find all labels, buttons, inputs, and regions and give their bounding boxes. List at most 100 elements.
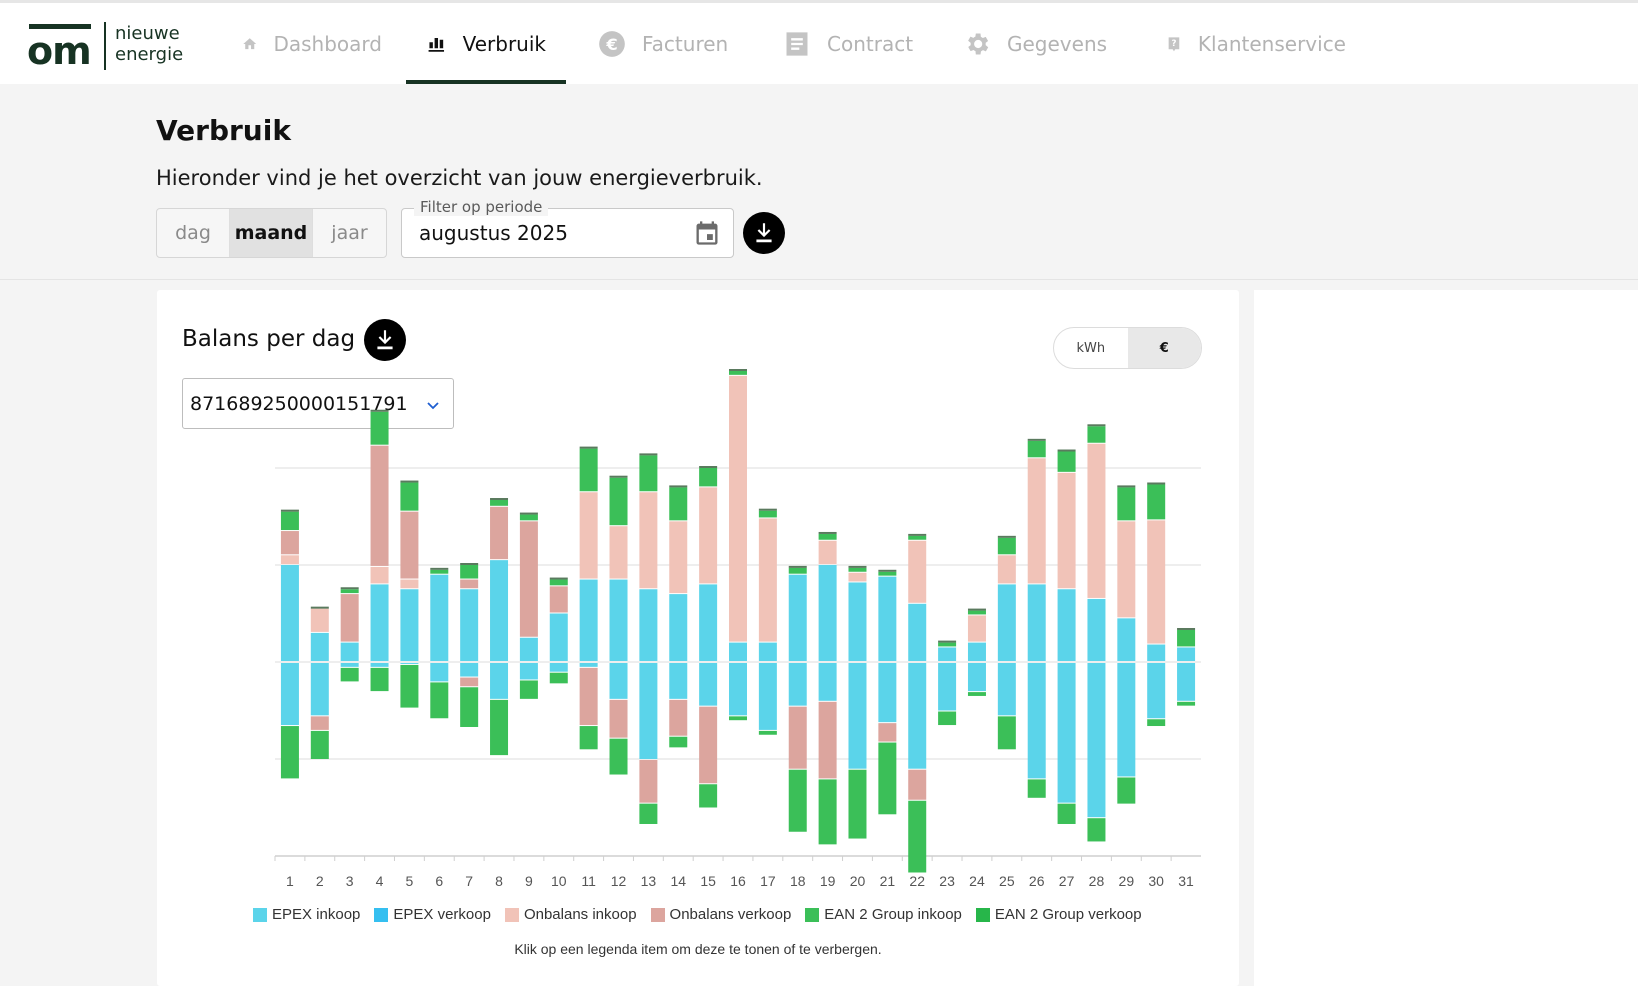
logo-divider — [104, 22, 106, 70]
download-icon — [377, 330, 393, 350]
legend-label: EAN 2 Group verkoop — [994, 906, 1142, 923]
calendar-icon[interactable] — [693, 219, 721, 247]
bar-segment — [1147, 644, 1166, 661]
bar-segment — [1177, 701, 1196, 706]
bar-segment — [878, 742, 897, 815]
bar-segment — [1027, 458, 1046, 584]
bar-segment — [1057, 663, 1076, 803]
granularity-jaar[interactable]: jaar — [331, 222, 368, 244]
bar-segment — [908, 603, 927, 661]
bar-top-marker — [400, 480, 419, 483]
bar-top-marker — [669, 485, 688, 488]
page-title: Verbruik — [156, 114, 291, 147]
legend-swatch — [253, 907, 267, 922]
unit-euro[interactable]: € — [1127, 328, 1201, 368]
bar-segment — [310, 663, 329, 716]
bar-segment — [1057, 589, 1076, 661]
nav-verbruik[interactable]: Verbruik — [406, 3, 566, 84]
side-panel — [1254, 290, 1638, 986]
x-tick-label: 27 — [1059, 873, 1075, 889]
balance-chart-svg: 1 2 3 4 5 6 7 8 9 10 11 12 13 14 15 16 17 18 19 20 21 22 23 24 2… — [274, 369, 1201, 889]
legend-label: EAN 2 Group inkoop — [824, 906, 962, 923]
bar-segment — [609, 663, 628, 699]
ean-select[interactable]: 871689250000151791 — [182, 378, 454, 429]
bar-segment — [848, 567, 867, 572]
bar-segment — [370, 566, 389, 584]
nav-gegevens[interactable]: Gegevens — [943, 3, 1146, 84]
legend-label: EPEX inkoop — [272, 906, 361, 923]
bar-segment — [1027, 440, 1046, 458]
granularity-dag[interactable]: dag — [157, 209, 230, 257]
period-filter-value[interactable]: augustus 2025 — [419, 221, 568, 245]
bar-segment — [609, 738, 628, 775]
bar-segment — [310, 632, 329, 661]
bar-top-marker — [938, 640, 957, 643]
x-tick-label: 17 — [760, 873, 776, 889]
legend-ean2-verkoop[interactable]: EAN 2 Group verkoop — [975, 906, 1142, 923]
bar-segment — [878, 663, 897, 723]
legend-epex-verkoop[interactable]: EPEX verkoop — [374, 906, 491, 923]
bar-segment — [400, 511, 419, 579]
bar-segment — [908, 540, 927, 603]
bar-segment — [1117, 777, 1136, 804]
bar-segment — [460, 579, 479, 589]
bar-segment — [729, 375, 747, 642]
nav-contract[interactable]: Contract — [763, 3, 943, 84]
x-tick-label: 26 — [1029, 873, 1045, 889]
legend-swatch — [374, 907, 389, 922]
bar-segment — [1147, 663, 1166, 719]
bar-top-marker — [1177, 627, 1196, 630]
nav-contract-label: Contract — [827, 31, 914, 56]
bar-segment — [788, 574, 807, 661]
x-tick-label: 25 — [999, 873, 1015, 889]
bar-segment — [997, 584, 1016, 661]
x-tick-label: 30 — [1148, 873, 1164, 889]
bar-segment — [430, 663, 449, 682]
bar-segment — [609, 699, 628, 738]
bar-segment — [967, 663, 986, 692]
bar-segment — [280, 663, 299, 726]
bar-top-marker — [579, 446, 598, 449]
bar-segment — [908, 800, 927, 873]
bar-segment — [788, 769, 807, 832]
legend-label: EPEX verkoop — [393, 906, 491, 923]
legend-hint: Klik op een legenda item om deze te tone… — [514, 941, 882, 957]
legend-onbalans-inkoop[interactable]: Onbalans inkoop — [504, 906, 637, 923]
bar-segment — [549, 672, 568, 684]
bar-segment — [818, 701, 837, 779]
bar-segment — [818, 565, 837, 661]
bar-chart-icon — [428, 37, 445, 52]
help-icon: ? — [1168, 36, 1180, 51]
legend-swatch — [650, 907, 665, 922]
nav-facturen[interactable]: € Facturen — [578, 3, 763, 84]
bar-segment — [400, 589, 419, 661]
legend-onbalans-verkoop[interactable]: Onbalans verkoop — [650, 906, 791, 923]
bar-top-marker — [848, 565, 867, 568]
nav-klantenservice[interactable]: ? Klantenservice — [1146, 3, 1366, 84]
bar-segment — [729, 642, 747, 661]
bar-segment — [758, 642, 777, 661]
bar-segment — [519, 680, 538, 699]
bar-segment — [997, 555, 1016, 584]
bar-segment — [579, 579, 598, 661]
bar-segment — [997, 716, 1016, 750]
bar-segment — [1147, 484, 1166, 520]
bar-segment — [758, 663, 777, 730]
unit-kwh[interactable]: kWh — [1076, 340, 1106, 356]
granularity-maand[interactable]: maand — [230, 209, 313, 257]
bar-segment — [340, 594, 359, 642]
bar-segment — [490, 500, 509, 506]
bar-top-marker — [1027, 438, 1046, 441]
bar-segment — [579, 492, 598, 579]
period-filter-field[interactable]: Filter op periode augustus 2025 — [401, 198, 734, 258]
bar-segment — [788, 706, 807, 769]
legend-epex-inkoop[interactable]: EPEX inkoop — [253, 906, 360, 923]
nav-dashboard[interactable]: Dashboard — [222, 3, 402, 84]
download-chart-button[interactable] — [364, 319, 406, 361]
x-tick-label: 13 — [641, 873, 657, 889]
logo[interactable]: om nieuwe energie — [27, 20, 187, 74]
download-period-button[interactable] — [743, 212, 785, 254]
legend-ean2-inkoop[interactable]: EAN 2 Group inkoop — [805, 906, 962, 923]
gear-icon — [968, 33, 989, 54]
bar-segment — [729, 663, 747, 716]
